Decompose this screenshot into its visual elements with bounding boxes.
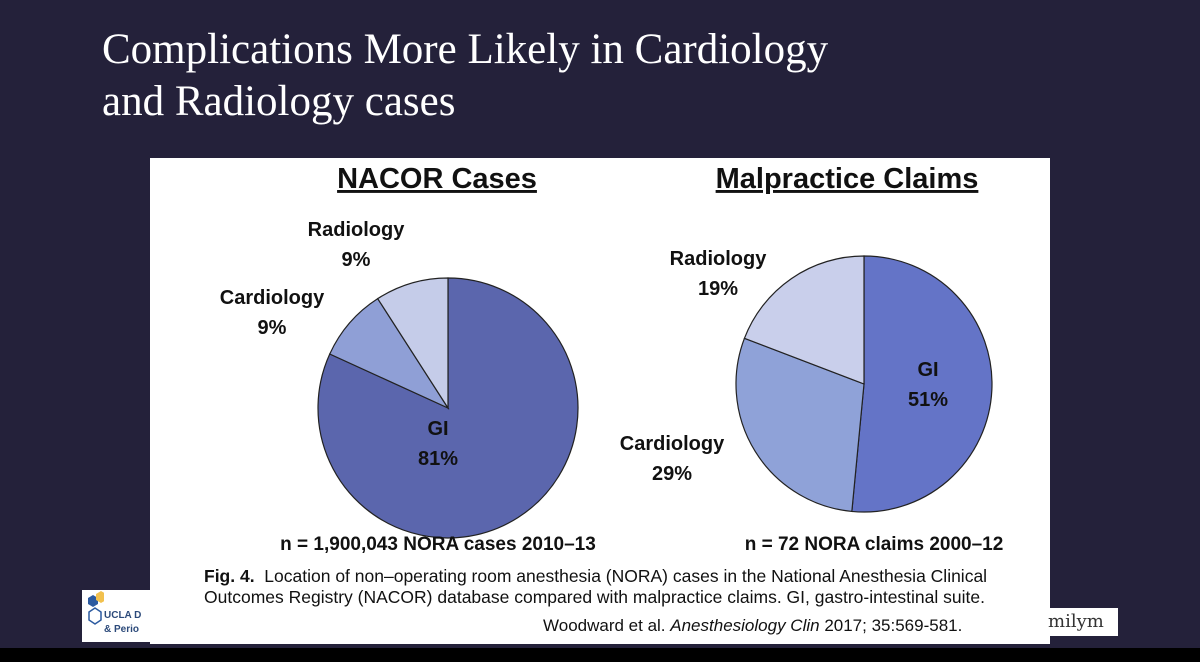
nacor-pie-chart: NACOR Cases GI 81% Cardiology 9% Radiolo… [220, 163, 596, 555]
pie-charts-figure: NACOR Cases GI 81% Cardiology 9% Radiolo… [220, 163, 1004, 555]
malpractice-gi-value: 51% [908, 389, 948, 411]
slide-title-line-1: Complications More Likely in Cardiology [102, 26, 829, 73]
hexagon-logo-icon [88, 591, 104, 625]
citation-journal: Anesthesiology Clin [670, 616, 820, 635]
malpractice-cardiology-label: Cardiology [620, 433, 725, 455]
figure-number: Fig. 4. [204, 566, 255, 586]
nacor-footnote: n = 1,900,043 NORA cases 2010–13 [280, 534, 596, 555]
figure-caption: Fig. 4. Location of non–operating room a… [204, 566, 1034, 608]
nacor-cardiology-label: Cardiology [220, 287, 325, 309]
nacor-radiology-label: Radiology [308, 219, 406, 241]
nacor-radiology-value: 9% [342, 249, 371, 271]
malpractice-slices [735, 255, 993, 513]
logo-text-line-1: UCLA D [104, 610, 142, 621]
malpractice-radiology-value: 19% [698, 278, 738, 300]
malpractice-chart-title: Malpractice Claims [716, 163, 979, 195]
malpractice-slice-gi [851, 255, 993, 513]
nacor-slice-radiology [376, 277, 449, 411]
watermark-tag: milym [1046, 608, 1118, 636]
malpractice-slice-cardiology [735, 337, 865, 513]
nacor-slice-gi [317, 277, 579, 539]
bottom-bar [0, 648, 1200, 662]
citation-authors: Woodward et al. [543, 616, 666, 635]
citation-details: 2017; 35:569-581. [824, 616, 963, 635]
nacor-gi-value: 81% [418, 448, 458, 470]
nacor-chart-title: NACOR Cases [337, 163, 537, 195]
nacor-gi-label: GI [427, 418, 448, 440]
slide-title: Complications More Likely in Cardiology … [102, 24, 1102, 128]
malpractice-radiology-label: Radiology [670, 248, 768, 270]
nacor-slices [317, 277, 579, 539]
figure-panel: NACOR Cases GI 81% Cardiology 9% Radiolo… [150, 158, 1050, 644]
citation: Woodward et al. Anesthesiology Clin 2017… [543, 616, 962, 636]
malpractice-gi-label: GI [917, 359, 938, 381]
malpractice-footnote: n = 72 NORA claims 2000–12 [745, 534, 1004, 555]
ucla-logo: UCLA D & Perio [82, 590, 152, 642]
malpractice-slice-radiology [743, 255, 865, 385]
logo-text-line-2: & Perio [104, 624, 140, 635]
malpractice-pie-chart: Malpractice Claims GI 51% Cardiology 29%… [620, 163, 1004, 555]
slide-title-line-2: and Radiology cases [102, 78, 456, 125]
figure-caption-text: Location of non–operating room anesthesi… [204, 566, 988, 607]
malpractice-cardiology-value: 29% [652, 463, 692, 485]
nacor-cardiology-value: 9% [258, 317, 287, 339]
